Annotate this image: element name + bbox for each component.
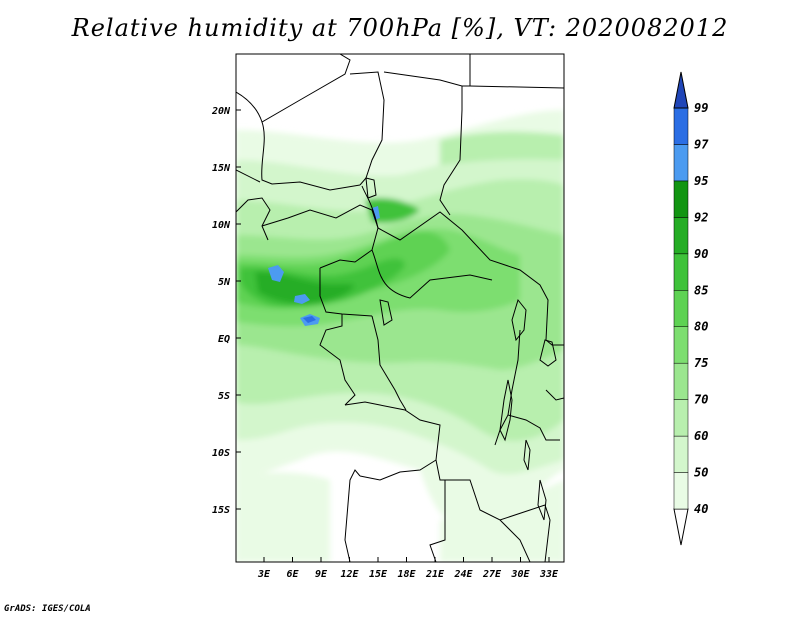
colorbar-segment: [673, 107, 689, 145]
lat-label: 15S: [212, 505, 230, 516]
lat-label: 15N: [212, 163, 231, 174]
colorbar-segment: [673, 253, 689, 291]
colorbar-segment: [673, 435, 689, 473]
colorbar-label: 40: [694, 502, 708, 516]
lon-label: 12E: [340, 569, 359, 580]
humidity-field: [236, 54, 564, 562]
colorbar-label: 90: [694, 247, 708, 261]
colorbar-segment: [673, 399, 689, 437]
colorbar: 40 50 60 70 75 80 85 90 92 95 97 99: [673, 71, 709, 546]
lon-label: 33E: [539, 569, 559, 580]
lat-label: 5S: [218, 391, 230, 402]
lat-label: 10N: [212, 220, 231, 231]
colorbar-label: 60: [694, 429, 708, 443]
colorbar-segment: [673, 217, 689, 255]
lon-label: 18E: [397, 569, 416, 580]
lon-label: 30E: [510, 569, 530, 580]
map-title: Relative humidity at 700hPa [%], VT: 202…: [71, 14, 729, 42]
colorbar-label: 92: [694, 210, 708, 224]
colorbar-label: 99: [694, 101, 708, 115]
lon-label: 15E: [369, 569, 388, 580]
lon-label: 27E: [482, 569, 502, 580]
colorbar-label: 80: [694, 320, 708, 334]
lat-label: 20N: [211, 106, 231, 117]
colorbar-segment: [673, 472, 689, 510]
lat-label: EQ: [218, 334, 230, 345]
colorbar-label: 97: [694, 137, 709, 151]
credit-label: GrADS: IGES/COLA: [4, 604, 91, 614]
lon-label: 9E: [315, 569, 328, 580]
colorbar-segment: [673, 144, 689, 182]
colorbar-bottom-triangle: [673, 508, 689, 546]
colorbar-segment: [673, 362, 689, 400]
country-borders: [236, 54, 564, 562]
colorbar-label: 85: [694, 283, 708, 297]
lon-label: 6E: [286, 569, 299, 580]
latitude-ticks: 20N 15N 10N 5N EQ 5S 10S 15S: [211, 106, 241, 516]
colorbar-segment: [673, 290, 689, 327]
lat-label: 10S: [212, 448, 230, 459]
longitude-ticks: 3E 6E 9E 12E 15E 18E 21E 24E 27E 30E 33E: [257, 557, 559, 580]
lat-label: 5N: [218, 277, 231, 288]
colorbar-label: 50: [694, 466, 708, 480]
map-frame: [235, 53, 565, 563]
colorbar-segment: [673, 180, 689, 218]
lon-label: 3E: [257, 569, 271, 580]
colorbar-label: 70: [694, 393, 708, 407]
colorbar-segment: [673, 326, 689, 364]
lon-label: 24E: [453, 569, 473, 580]
lon-label: 21E: [425, 569, 445, 580]
colorbar-label: 75: [694, 356, 708, 370]
colorbar-label: 95: [694, 174, 708, 188]
colorbar-top-triangle: [673, 71, 689, 109]
lakes: [365, 177, 557, 521]
